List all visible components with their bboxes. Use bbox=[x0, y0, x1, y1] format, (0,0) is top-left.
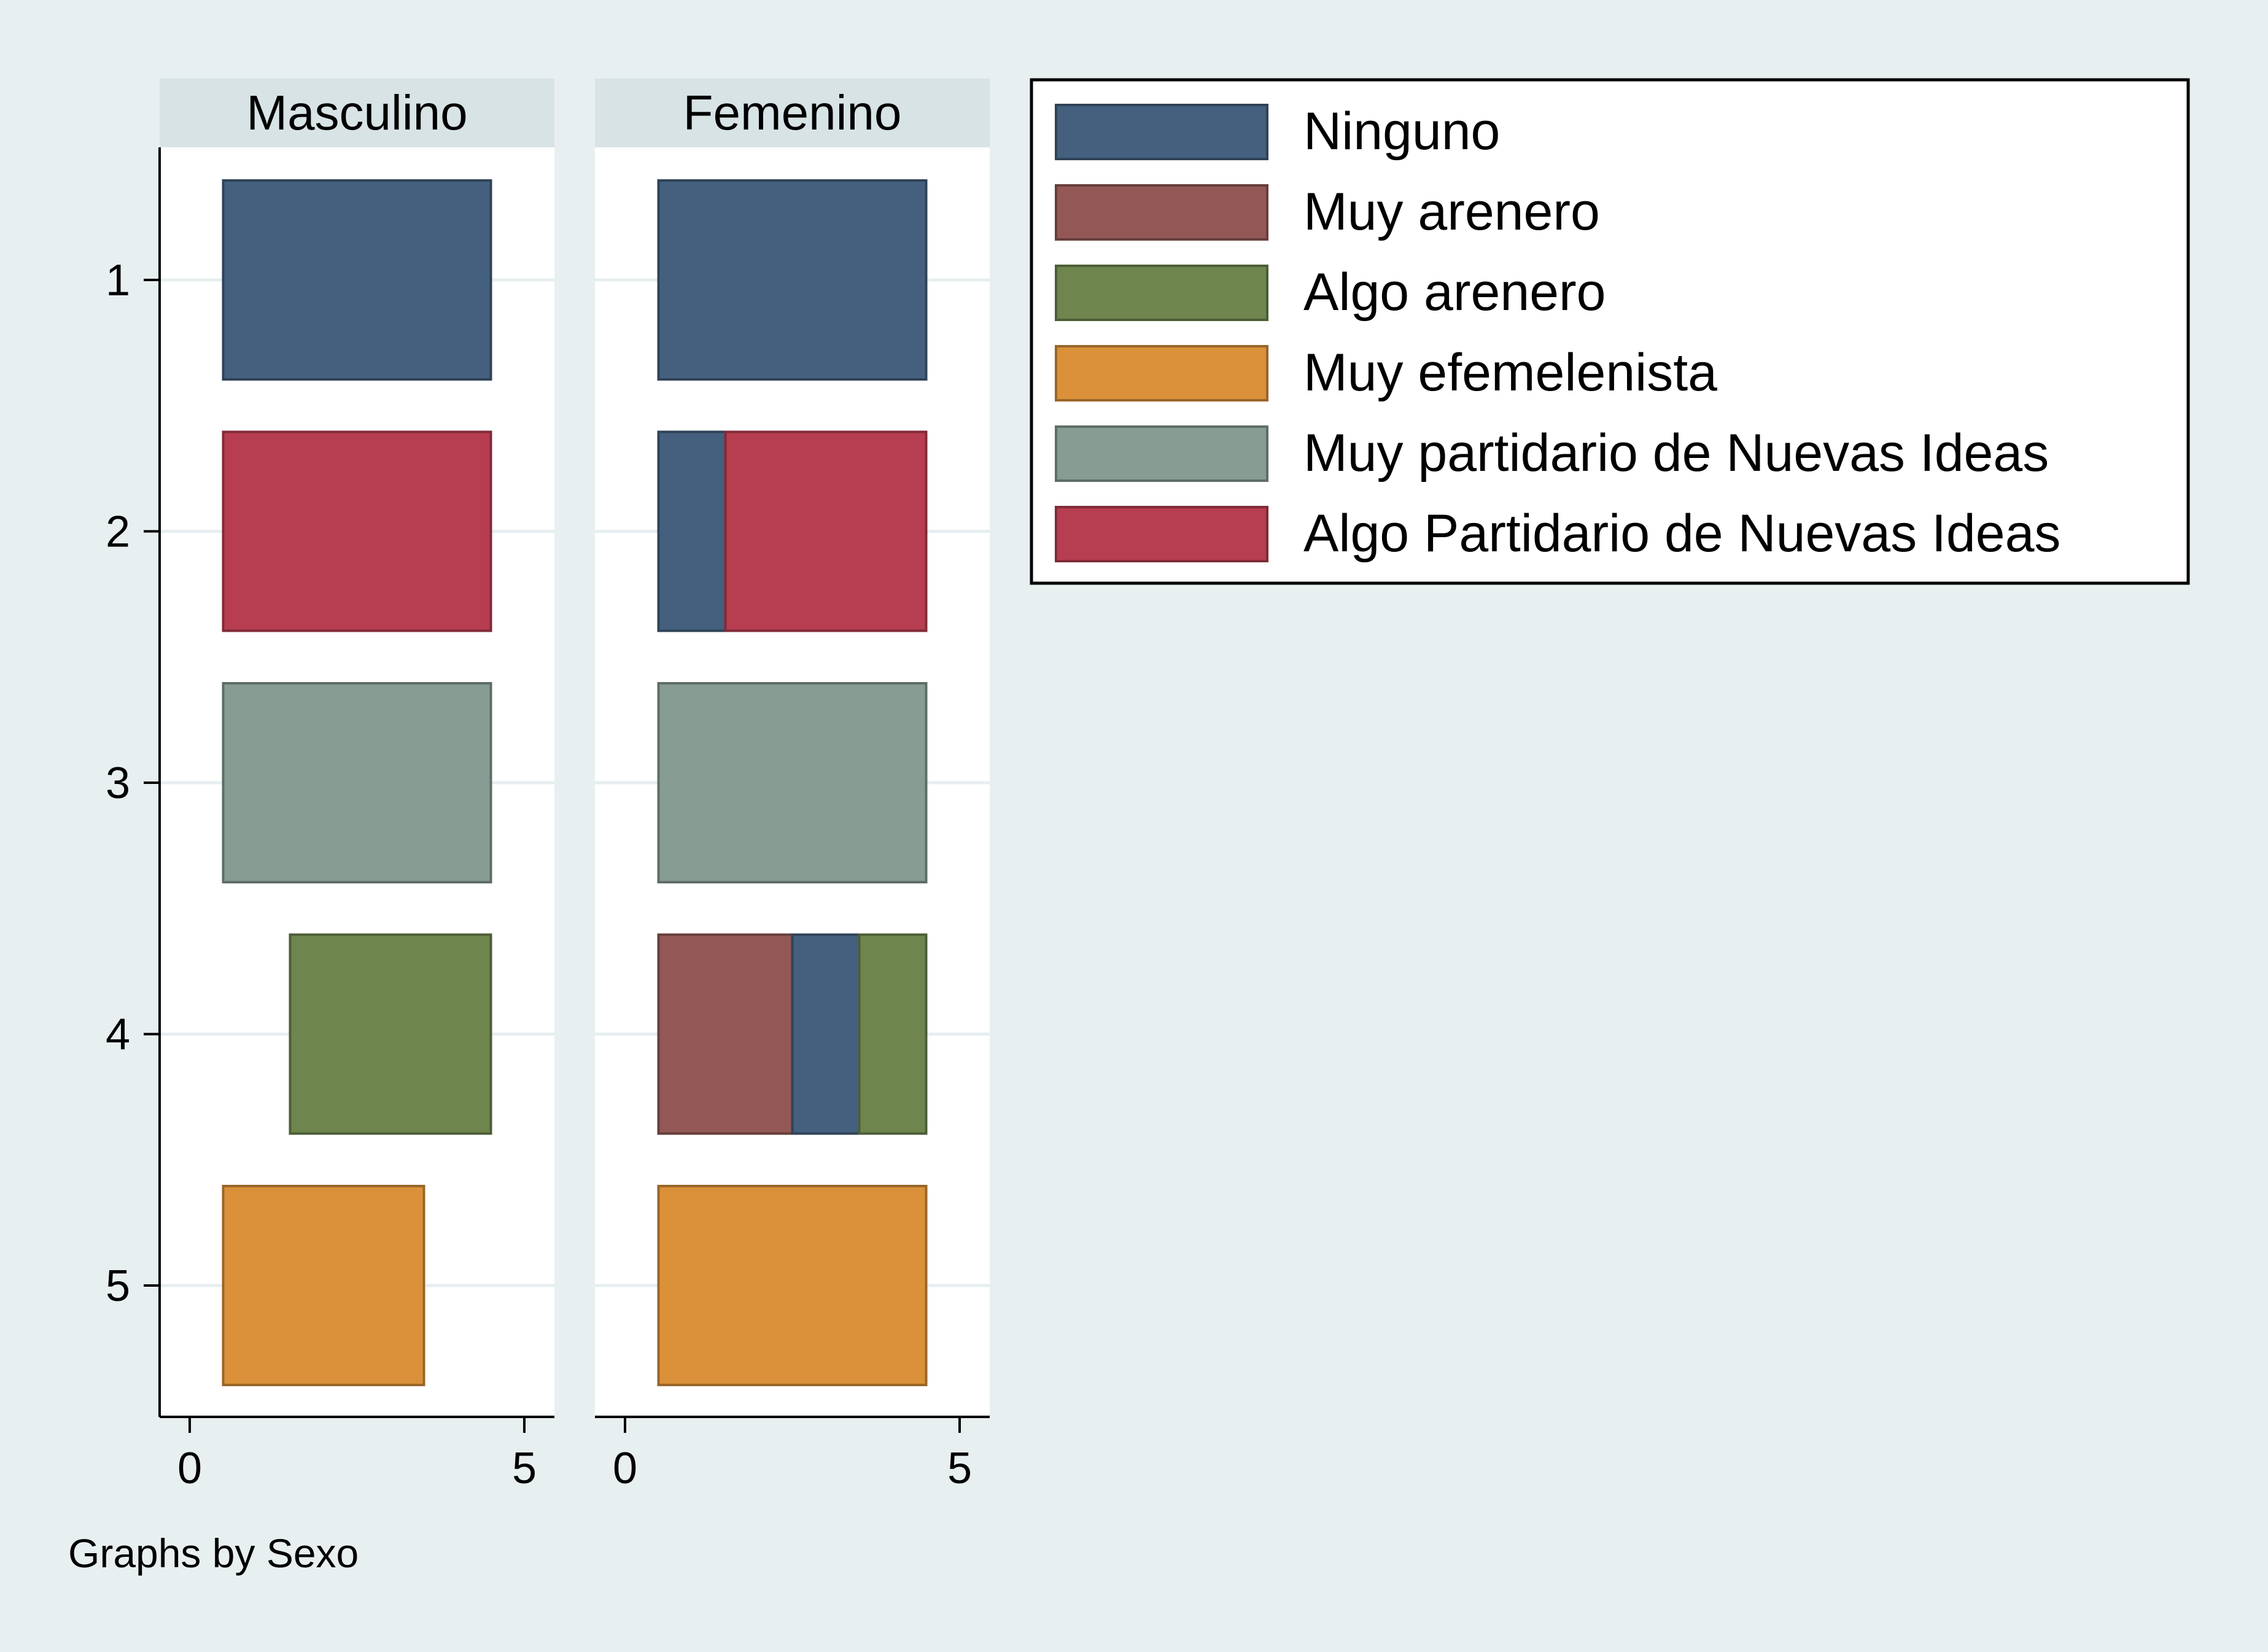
legend-label: Muy partidario de Nuevas Ideas bbox=[1303, 424, 2049, 483]
panel-strip bbox=[160, 79, 554, 147]
legend-box bbox=[1030, 78, 2190, 585]
y-tick-label: 4 bbox=[106, 1010, 130, 1060]
x-tick-label: 5 bbox=[947, 1444, 972, 1493]
y-axis: 1 2 3 4 5 bbox=[106, 147, 161, 1417]
panel-title: Femenino bbox=[683, 85, 902, 140]
panel-masculino: Masculino 0 5 bbox=[160, 79, 554, 1493]
y-tick-label: 1 bbox=[106, 256, 130, 305]
bar-segment bbox=[222, 430, 492, 632]
y-tick-label: 2 bbox=[106, 508, 130, 557]
x-tick-label: 5 bbox=[512, 1444, 537, 1493]
legend-swatch bbox=[1055, 265, 1268, 321]
bar-segment bbox=[858, 933, 928, 1135]
bar-segment bbox=[222, 682, 492, 883]
bar-segment bbox=[222, 1185, 425, 1386]
chart-note: Graphs by Sexo bbox=[68, 1530, 359, 1576]
panels-layer: Masculino 0 5 Femenino 0 5 bbox=[160, 79, 990, 1493]
bar-segment bbox=[657, 430, 727, 632]
panel-femenino: Femenino 0 5 bbox=[595, 79, 990, 1493]
bar-segment bbox=[289, 933, 492, 1135]
legend: Ninguno Muy arenero Algo arenero Muy efemel… bbox=[1030, 78, 2190, 585]
bar-segment bbox=[657, 1185, 928, 1386]
legend-swatch bbox=[1055, 425, 1268, 482]
legend-label: Algo Partidario de Nuevas Ideas bbox=[1303, 504, 2060, 563]
bar-segment bbox=[657, 682, 928, 883]
bar-segment bbox=[657, 179, 928, 381]
x-tick-label: 0 bbox=[177, 1444, 202, 1493]
legend-swatch bbox=[1055, 184, 1268, 241]
legend-label: Muy arenero bbox=[1303, 182, 1600, 241]
legend-label: Algo arenero bbox=[1303, 263, 1606, 322]
bar-segment bbox=[791, 933, 861, 1135]
bar-segment bbox=[724, 430, 928, 632]
x-tick-label: 0 bbox=[613, 1444, 637, 1493]
legend-label: Muy efemelenista bbox=[1303, 343, 1717, 402]
bar-segment bbox=[222, 179, 492, 381]
bar-segment bbox=[657, 933, 794, 1135]
legend-swatch bbox=[1055, 506, 1268, 562]
legend-label: Ninguno bbox=[1303, 102, 1500, 161]
y-tick-label: 3 bbox=[106, 759, 130, 808]
panel-title: Masculino bbox=[246, 85, 467, 140]
legend-swatch bbox=[1055, 104, 1268, 160]
legend-swatch bbox=[1055, 345, 1268, 401]
panel-strip bbox=[595, 79, 990, 147]
y-tick-label: 5 bbox=[106, 1262, 130, 1311]
